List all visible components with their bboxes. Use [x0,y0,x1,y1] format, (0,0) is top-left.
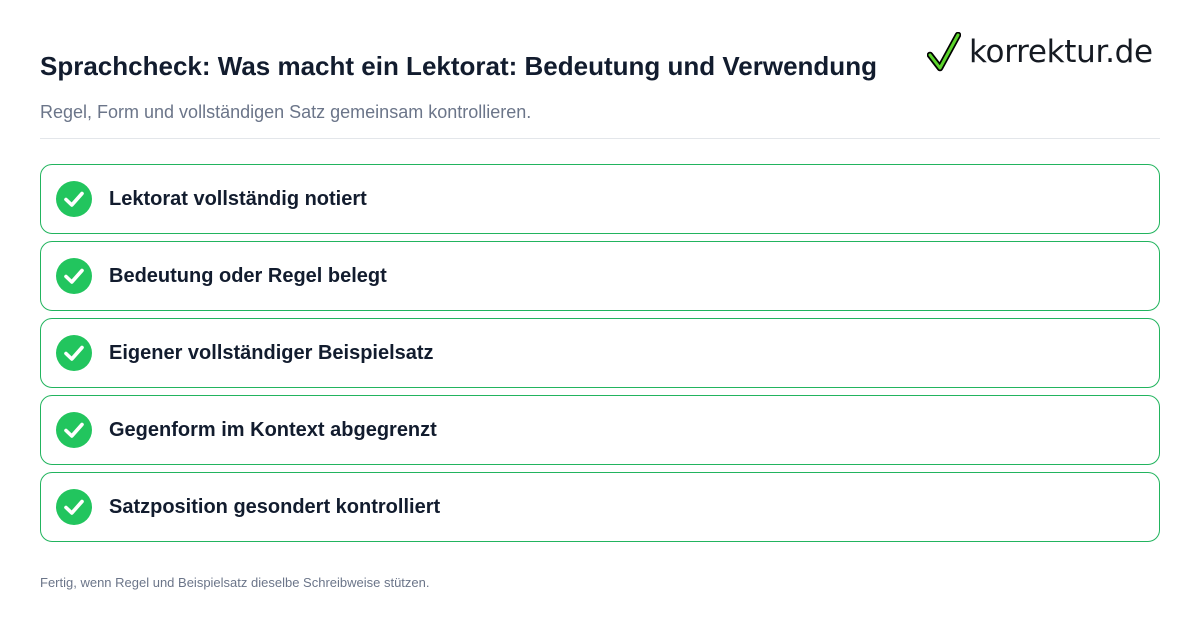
page-title: Sprachcheck: Was macht ein Lektorat: Bed… [40,51,877,81]
check-circle-icon [56,489,92,525]
footer-note: Fertig, wenn Regel und Beispielsatz dies… [40,575,430,590]
checklist-item-label: Eigener vollständiger Beispielsatz [109,341,434,364]
checklist-item-label: Satzposition gesondert kontrolliert [109,495,441,518]
check-circle-icon [56,181,92,217]
checklist: Lektorat vollständig notiert Bedeutung o… [40,164,1160,549]
checkmark-icon [927,32,961,72]
brand-logo: korrektur.de [927,31,1153,73]
checklist-item-label: Lektorat vollständig notiert [109,187,367,210]
logo-wordmark: korrektur.de [969,34,1153,70]
checklist-item: Eigener vollständiger Beispielsatz [40,318,1160,388]
check-circle-icon [56,258,92,294]
checklist-item: Bedeutung oder Regel belegt [40,241,1160,311]
checklist-item-label: Gegenform im Kontext abgegrenzt [109,418,437,441]
check-circle-icon [56,412,92,448]
header-divider [40,138,1160,139]
header: Sprachcheck: Was macht ein Lektorat: Bed… [40,48,920,124]
checklist-item: Satzposition gesondert kontrolliert [40,472,1160,542]
check-circle-icon [56,335,92,371]
page-subtitle: Regel, Form und vollständigen Satz gemei… [40,102,532,122]
checklist-item-label: Bedeutung oder Regel belegt [109,264,387,287]
checklist-item: Gegenform im Kontext abgegrenzt [40,395,1160,465]
checklist-item: Lektorat vollständig notiert [40,164,1160,234]
